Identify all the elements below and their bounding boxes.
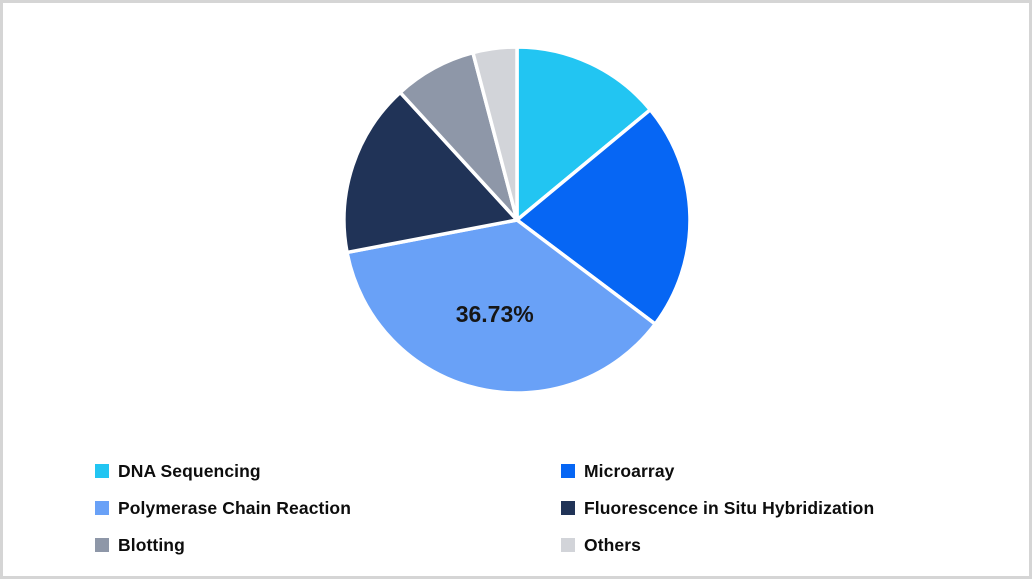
legend-label-microarray: Microarray <box>584 460 675 481</box>
legend-item-polymerase-chain-reaction: Polymerase Chain Reaction <box>95 497 561 519</box>
legend-label-dna-sequencing: DNA Sequencing <box>118 460 261 481</box>
pie-slice-polymerase-chain-reaction <box>345 218 657 395</box>
legend-label-others: Others <box>584 534 642 555</box>
legend-item-blotting: Blotting <box>95 534 561 556</box>
legend-item-microarray: Microarray <box>561 460 975 482</box>
legend-swatch-polymerase-chain-reaction <box>95 501 109 515</box>
legend-swatch-blotting <box>95 538 109 552</box>
pie-slice-others <box>471 45 519 222</box>
legend-swatch-fluorescence-in-situ-hybridization <box>561 501 575 515</box>
legend-label-fluorescence-in-situ-hybridization: Fluorescence in Situ Hybridization <box>584 497 875 518</box>
legend: DNA Sequencing Microarray Polymerase Chain… <box>95 460 975 556</box>
legend-item-fluorescence-in-situ-hybridization: Fluorescence in Situ Hybridization <box>561 497 975 519</box>
slice-data-label-polymerase-chain-reaction: 36.73% <box>456 301 534 327</box>
legend-swatch-dna-sequencing <box>95 464 109 478</box>
legend-swatch-microarray <box>561 464 575 478</box>
pie-slice-fluorescence-in-situ-hybridization <box>342 90 519 255</box>
legend-item-others: Others <box>561 534 975 556</box>
legend-item-dna-sequencing: DNA Sequencing <box>95 460 561 482</box>
legend-swatch-others <box>561 538 575 552</box>
legend-label-blotting: Blotting <box>118 534 185 555</box>
legend-label-polymerase-chain-reaction: Polymerase Chain Reaction <box>118 497 351 518</box>
pie-slice-microarray <box>515 107 692 326</box>
pie-slice-dna-sequencing <box>515 45 653 222</box>
